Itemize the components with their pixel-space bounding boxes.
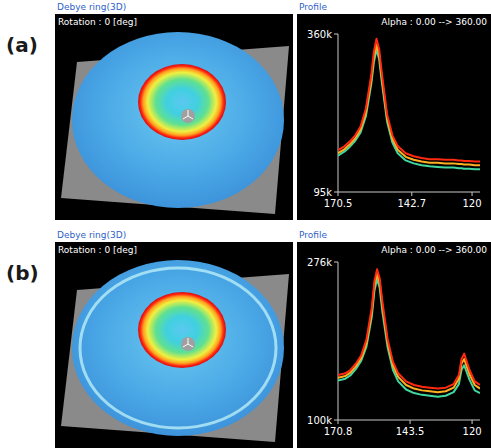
center-axes [183, 338, 193, 347]
x-tick-label: 170.5 [324, 198, 353, 209]
figure: (a) Debye ring(3D) Rotation : 0 [deg] Profi… [0, 0, 491, 448]
profile-line [338, 50, 480, 170]
profile-title: Profile [299, 230, 327, 240]
outer-ring [80, 268, 276, 428]
x-tick [472, 192, 473, 196]
image-subtitle: Rotation : 0 [deg] [58, 17, 137, 27]
lines [338, 39, 480, 170]
x-tick [338, 192, 339, 196]
x-tick-label: 142.7 [397, 198, 426, 209]
profile-title: Profile [299, 2, 327, 12]
y-axis [338, 34, 339, 192]
panel-label: (b) [6, 261, 39, 285]
x-axis [338, 420, 480, 421]
debye-ring [138, 64, 226, 140]
detector-disk [72, 260, 284, 436]
profile-line [338, 39, 480, 162]
x-tick-label: 120 [463, 426, 482, 437]
profile-line [338, 269, 480, 388]
beam-center [181, 337, 195, 351]
profile-background [297, 242, 491, 448]
y-tick [334, 34, 338, 35]
x-tick-label: 143.5 [396, 426, 425, 437]
profile-subtitle: Alpha : 0.00 --> 360.00 [381, 245, 487, 255]
y-axis [338, 262, 339, 420]
image-title: Debye ring(3D) [57, 230, 126, 240]
image-subtitle: Rotation : 0 [deg] [58, 245, 137, 255]
panel-label: (a) [6, 33, 38, 57]
y-tick [334, 420, 338, 421]
y-tick [334, 192, 338, 193]
profile-line [338, 45, 480, 165]
y-tick-label: 276k [307, 257, 332, 268]
image-background [55, 242, 293, 448]
lines [338, 269, 480, 396]
panel: (b) Debye ring(3D) Rotation : 0 [deg] Profi… [6, 230, 491, 448]
image-background [55, 14, 293, 220]
profile-subtitle: Alpha : 0.00 --> 360.00 [381, 17, 487, 27]
x-tick [338, 420, 339, 424]
center-axes [183, 110, 193, 119]
y-tick [334, 262, 338, 263]
x-axis [338, 192, 480, 193]
x-tick-label: 120 [462, 198, 481, 209]
x-tick [411, 192, 412, 196]
y-tick-label: 100k [307, 415, 332, 426]
x-tick [410, 420, 411, 424]
panel: (a) Debye ring(3D) Rotation : 0 [deg] Profi… [6, 2, 491, 220]
x-tick-label: 170.8 [324, 426, 353, 437]
debye-ring [138, 292, 226, 368]
y-tick-label: 360k [307, 29, 332, 40]
y-tick-label: 95k [313, 187, 332, 198]
x-tick [472, 420, 473, 424]
beam-center [181, 109, 195, 123]
detector-disk [72, 32, 284, 208]
profile-background [297, 14, 491, 220]
image-title: Debye ring(3D) [57, 2, 126, 12]
